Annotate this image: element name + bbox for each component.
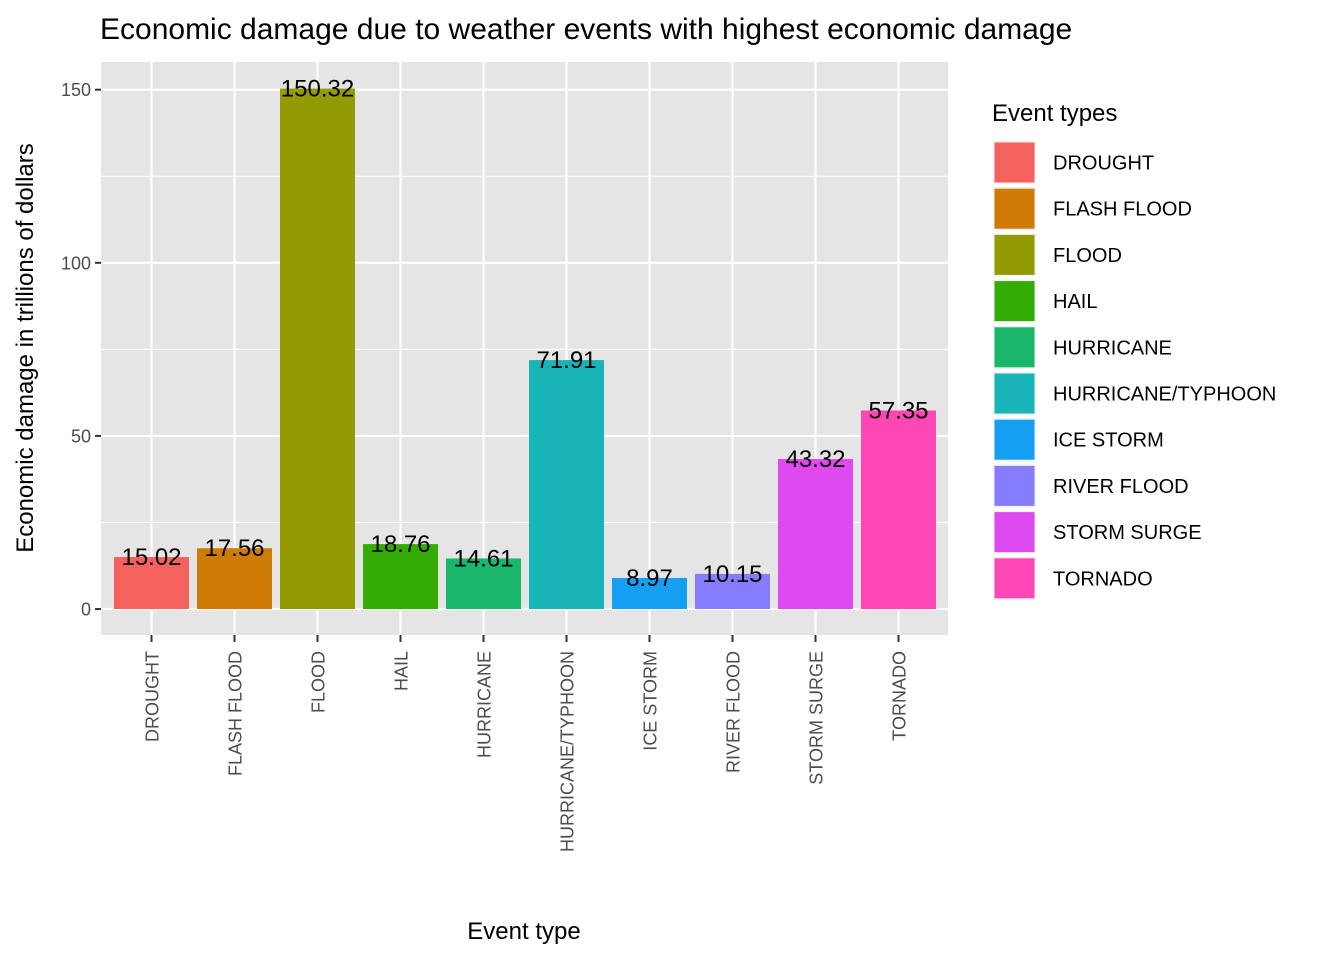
bar	[280, 88, 355, 610]
legend-label: FLOOD	[1053, 245, 1122, 267]
legend-swatch	[994, 512, 1035, 553]
x-tick-label: FLOOD	[309, 651, 329, 713]
bar-value-label: 43.32	[785, 446, 845, 473]
x-tick-label: TORNADO	[890, 651, 910, 741]
x-tick-label: ICE STORM	[641, 651, 661, 751]
x-axis-title: Event type	[467, 918, 580, 945]
legend-label: HURRICANE	[1053, 337, 1172, 359]
legend-label: ICE STORM	[1053, 430, 1164, 452]
y-axis: 0 50 100 150	[61, 80, 101, 620]
legend-swatch	[994, 281, 1035, 322]
bar-value-label: 17.56	[204, 535, 264, 562]
legend-swatch	[994, 142, 1035, 183]
legend-swatch	[994, 419, 1035, 460]
bar	[612, 577, 687, 610]
legend-swatch	[994, 558, 1035, 599]
bar-value-label: 71.91	[536, 347, 596, 374]
bar	[861, 410, 936, 610]
x-tick-label: RIVER FLOOD	[724, 651, 744, 773]
legend-swatch	[994, 373, 1035, 414]
x-tick-label: HURRICANE	[475, 651, 495, 758]
legend-swatch	[994, 188, 1035, 229]
bar	[446, 558, 521, 610]
legend-swatch	[994, 465, 1035, 506]
legend-label: HAIL	[1053, 291, 1097, 313]
legend-label: HURRICANE/TYPHOON	[1053, 384, 1276, 406]
x-tick-label: HURRICANE/TYPHOON	[558, 651, 578, 852]
legend-swatch	[994, 234, 1035, 275]
chart-title: Economic damage due to weather events wi…	[100, 13, 1072, 46]
x-tick-label: HAIL	[392, 651, 412, 691]
bar-value-label: 150.32	[281, 76, 354, 103]
y-tick-label: 50	[71, 426, 91, 446]
legend-items: DROUGHT FLASH FLOOD FLOOD HAIL HURRICANE HURR…	[993, 141, 1276, 600]
legend-swatch	[994, 327, 1035, 368]
bar	[114, 557, 189, 610]
x-tick-label: STORM SURGE	[807, 651, 827, 785]
legend-label: FLASH FLOOD	[1053, 199, 1192, 221]
y-tick-label: 100	[61, 253, 91, 273]
y-tick-label: 150	[61, 80, 91, 100]
x-tick-label: DROUGHT	[143, 651, 163, 742]
bar-value-labels: 15.02 17.56 150.32 18.76 14.61 71.91 8.97 10.15…	[121, 76, 928, 592]
legend-label: STORM SURGE	[1053, 522, 1202, 544]
bar	[363, 544, 438, 610]
bar	[778, 459, 853, 610]
bar-value-label: 57.35	[868, 397, 928, 424]
bar-value-label: 14.61	[453, 545, 513, 572]
bar	[695, 573, 770, 610]
bar-value-label: 18.76	[370, 531, 430, 558]
x-axis: DROUGHT FLASH FLOOD FLOOD HAIL HURRICANE HURR…	[143, 635, 910, 852]
legend-label: RIVER FLOOD	[1053, 476, 1189, 498]
bar-value-label: 8.97	[626, 565, 673, 592]
bar	[197, 548, 272, 610]
bars-group	[114, 88, 936, 610]
x-tick-label: FLASH FLOOD	[226, 651, 246, 776]
y-tick-label: 0	[81, 600, 91, 620]
legend-label: DROUGHT	[1053, 153, 1154, 175]
bar-value-label: 15.02	[121, 544, 181, 571]
bar-value-label: 10.15	[702, 561, 762, 588]
legend-title: Event types	[992, 100, 1117, 127]
y-axis-title: Economic damage in trillions of dollars	[12, 143, 39, 553]
legend-label: TORNADO	[1053, 568, 1153, 590]
bar	[529, 360, 604, 610]
legend: Event types DROUGHT FLASH FLOOD FLOOD HAIL H…	[992, 100, 1276, 600]
